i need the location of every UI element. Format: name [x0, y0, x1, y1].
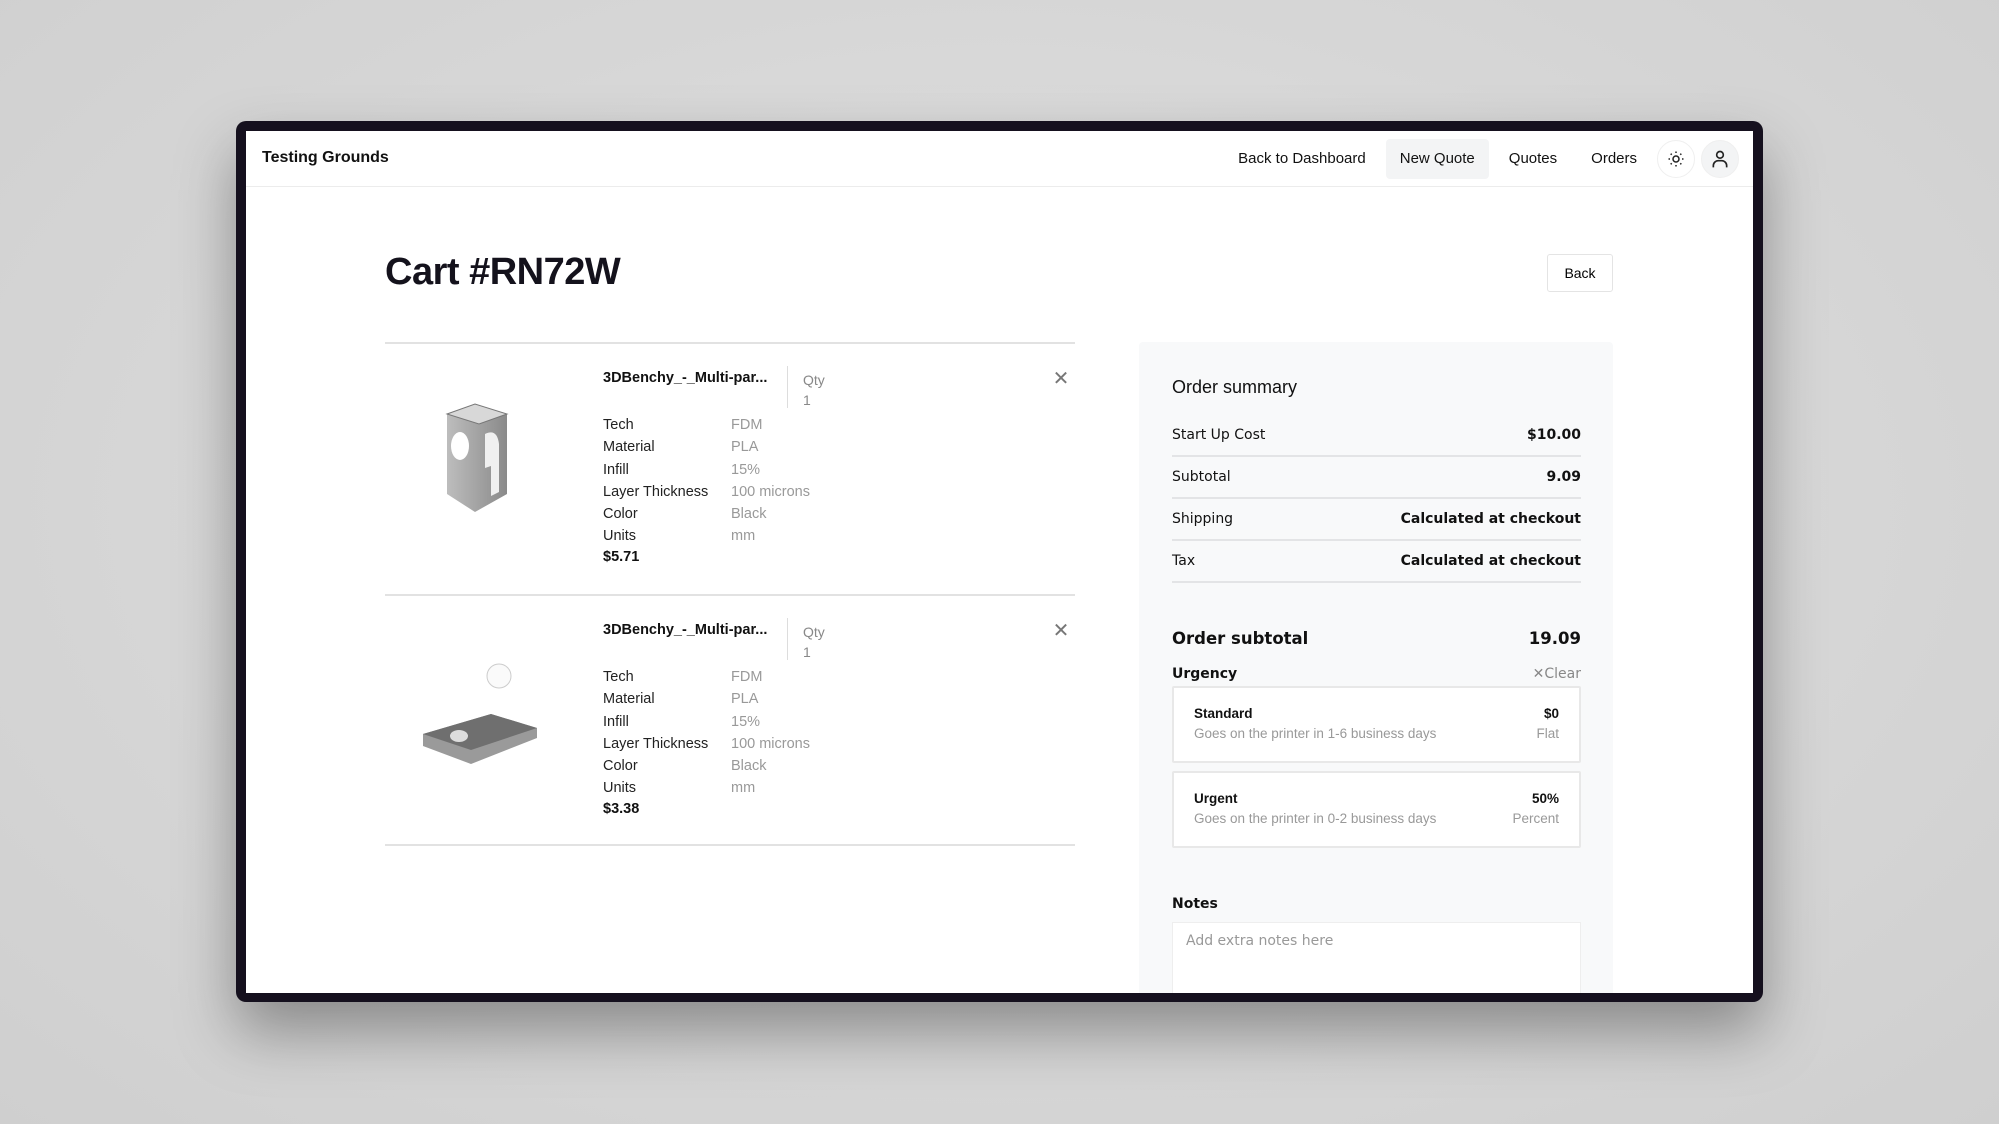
urgency-option-urgent[interactable]: Urgent 50% Goes on the printer in 0-2 bus… — [1172, 771, 1581, 848]
row-label: Subtotal — [1172, 469, 1231, 485]
item-price: $3.38 — [603, 801, 640, 817]
row-label: Tax — [1172, 553, 1196, 569]
page-title: Cart #RN72W — [385, 251, 621, 293]
row-value: Calculated at checkout — [1400, 511, 1581, 527]
spec-list: Tech FDM Material PLA Infill 15% Layer Thic… — [603, 414, 810, 548]
nav-orders[interactable]: Orders — [1591, 150, 1637, 167]
qty-label: Qty — [803, 624, 825, 640]
nav-quotes[interactable]: Quotes — [1508, 150, 1558, 167]
spec-value: mm — [731, 780, 756, 797]
notes-input[interactable]: Add extra notes here — [1172, 922, 1581, 993]
qty-field[interactable]: Qty 1 — [803, 622, 825, 662]
notes-label: Notes — [1172, 896, 1218, 912]
spec-list: Tech FDM Material PLA Infill 15% Layer Thic… — [603, 666, 810, 800]
clear-label: Clear — [1544, 666, 1581, 682]
order-subtotal-label: Order subtotal — [1172, 629, 1309, 648]
spec-value: Black — [731, 758, 767, 775]
option-amount: 50% — [1531, 791, 1559, 806]
brand[interactable]: Testing Grounds — [262, 149, 389, 166]
summary-row-subtotal: Subtotal 9.09 — [1172, 457, 1581, 499]
spec-label: Infill — [603, 713, 629, 730]
spec-value: FDM — [731, 417, 763, 433]
user-menu-button[interactable] — [1701, 140, 1739, 178]
close-icon: ✕ — [1532, 666, 1545, 682]
spec-label: Color — [603, 758, 638, 775]
remove-item-close-icon[interactable]: ✕ — [1052, 620, 1070, 642]
summary-row-tax: Tax Calculated at checkout — [1172, 541, 1581, 583]
order-subtotal: Order subtotal 19.09 — [1172, 629, 1581, 648]
spec-label: Layer Thickness — [603, 735, 709, 752]
option-type: Percent — [1512, 811, 1559, 826]
spec-value: PLA — [731, 691, 759, 708]
option-name: Standard — [1194, 706, 1253, 721]
qty-value: 1 — [803, 392, 811, 408]
nav-links: Back to Dashboard New Quote Quotes Order… — [1224, 139, 1739, 179]
order-subtotal-value: 19.09 — [1528, 629, 1581, 648]
cart-items-list: 3DBenchy_-_Multi-par... Qty 1 ✕ Tech FDM M… — [385, 342, 1075, 846]
spec-label: Color — [603, 506, 638, 523]
divider — [787, 618, 788, 660]
spec-label: Infill — [603, 461, 629, 478]
cart-item: 3DBenchy_-_Multi-par... Qty 1 ✕ Tech FDM M… — [385, 594, 1075, 846]
theme-toggle-button[interactable] — [1657, 140, 1695, 178]
item-price: $5.71 — [603, 549, 640, 565]
remove-item-close-icon[interactable]: ✕ — [1052, 368, 1070, 390]
option-name: Urgent — [1194, 791, 1238, 806]
spec-value: mm — [731, 528, 756, 545]
qty-label: Qty — [803, 372, 825, 388]
spec-label: Material — [603, 691, 655, 708]
order-summary-title: Order summary — [1172, 377, 1298, 397]
top-nav: Testing Grounds Back to Dashboard New Qu… — [246, 131, 1753, 187]
user-icon — [1712, 150, 1728, 168]
row-value: 9.09 — [1546, 469, 1581, 485]
option-amount: $0 — [1543, 706, 1559, 721]
qty-field[interactable]: Qty 1 — [803, 370, 825, 410]
spec-value: 100 microns — [731, 735, 810, 752]
sun-icon — [1668, 151, 1684, 167]
back-button[interactable]: Back — [1547, 254, 1613, 292]
clear-urgency-button[interactable]: ✕Clear — [1533, 666, 1581, 682]
row-label: Start Up Cost — [1172, 427, 1266, 443]
qty-value: 1 — [803, 644, 811, 660]
summary-row-shipping: Shipping Calculated at checkout — [1172, 499, 1581, 541]
urgency-header: Urgency ✕Clear — [1172, 666, 1581, 682]
row-label: Shipping — [1172, 511, 1234, 527]
spec-label: Units — [603, 780, 637, 797]
spec-label: Layer Thickness — [603, 483, 709, 500]
cart-item: 3DBenchy_-_Multi-par... Qty 1 ✕ Tech FDM M… — [385, 342, 1075, 594]
spec-label: Tech — [603, 669, 634, 685]
urgency-option-standard[interactable]: Standard $0 Goes on the printer in 1-6 bu… — [1172, 686, 1581, 763]
spec-value: 15% — [731, 713, 761, 730]
option-desc: Goes on the printer in 0-2 business days — [1194, 811, 1437, 826]
spec-label: Tech — [603, 417, 634, 433]
part-thumbnail-image — [423, 663, 537, 764]
spec-value: FDM — [731, 669, 763, 685]
item-name[interactable]: 3DBenchy_-_Multi-par... — [603, 370, 768, 386]
item-name[interactable]: 3DBenchy_-_Multi-par... — [603, 622, 768, 638]
row-value: Calculated at checkout — [1400, 553, 1581, 569]
option-type: Flat — [1536, 726, 1559, 741]
row-value: $10.00 — [1526, 427, 1581, 443]
app-window: Testing Grounds Back to Dashboard New Qu… — [246, 131, 1753, 993]
spec-value: 100 microns — [731, 483, 810, 500]
summary-row-startup: Start Up Cost $10.00 — [1172, 415, 1581, 457]
order-summary-panel: Order summary Start Up Cost $10.00 Subtot… — [1139, 342, 1613, 993]
spec-value: PLA — [731, 439, 759, 456]
spec-value: 15% — [731, 461, 761, 478]
nav-back-to-dashboard[interactable]: Back to Dashboard — [1238, 150, 1366, 167]
divider — [787, 366, 788, 408]
nav-new-quote[interactable]: New Quote — [1385, 139, 1489, 179]
part-thumbnail-image — [445, 403, 509, 512]
spec-label: Material — [603, 439, 655, 456]
summary-rows: Start Up Cost $10.00 Subtotal 9.09 Shippin… — [1172, 415, 1581, 583]
option-desc: Goes on the printer in 1-6 business days — [1194, 726, 1437, 741]
spec-label: Units — [603, 528, 637, 545]
spec-value: Black — [731, 506, 767, 523]
urgency-label: Urgency — [1172, 666, 1238, 682]
